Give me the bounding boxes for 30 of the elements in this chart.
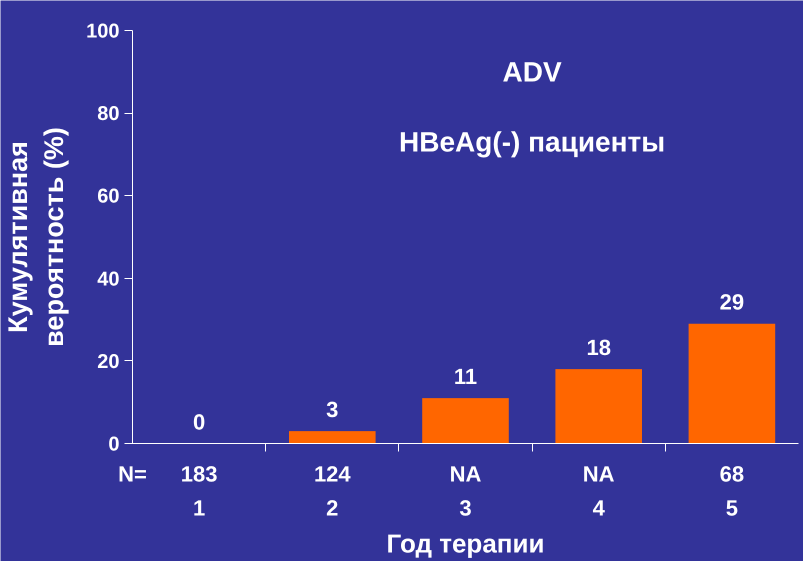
text: 183 (180, 462, 218, 486)
bar (555, 369, 642, 444)
bar (422, 398, 509, 444)
data-label: 11 (454, 364, 478, 390)
y-tick-label: 40 (97, 268, 120, 290)
bar (289, 431, 376, 444)
text: N= (118, 462, 147, 486)
y-tick-label: 100 (86, 20, 120, 42)
text: ADV (502, 56, 562, 88)
data-label: 0 (192, 410, 206, 434)
text: HBeAg(-) пациенты (399, 126, 666, 158)
bar (688, 324, 776, 444)
y-tick-label: 20 (97, 350, 120, 373)
data-label: 3 (326, 397, 338, 422)
text: NA (582, 462, 615, 486)
data-label: 18 (586, 335, 611, 360)
text: NA (450, 462, 482, 486)
data-label: 29 (720, 290, 744, 315)
y-tick-label: 0 (108, 434, 120, 456)
text: 124 (314, 462, 352, 486)
text: 68 (720, 462, 744, 486)
x-tick-label: 3 (459, 496, 472, 520)
y-axis-title: Кумулятивная вероятность (%) (3, 127, 70, 347)
x-tick-label: 1 (192, 496, 206, 520)
x-tick-label: 4 (592, 496, 606, 520)
y-tick-label: 80 (97, 103, 120, 126)
y-tick-label: 60 (97, 186, 120, 208)
x-tick-label: 2 (326, 496, 338, 520)
x-axis-title: Год терапии (386, 528, 544, 558)
x-tick-label: 5 (726, 496, 738, 520)
